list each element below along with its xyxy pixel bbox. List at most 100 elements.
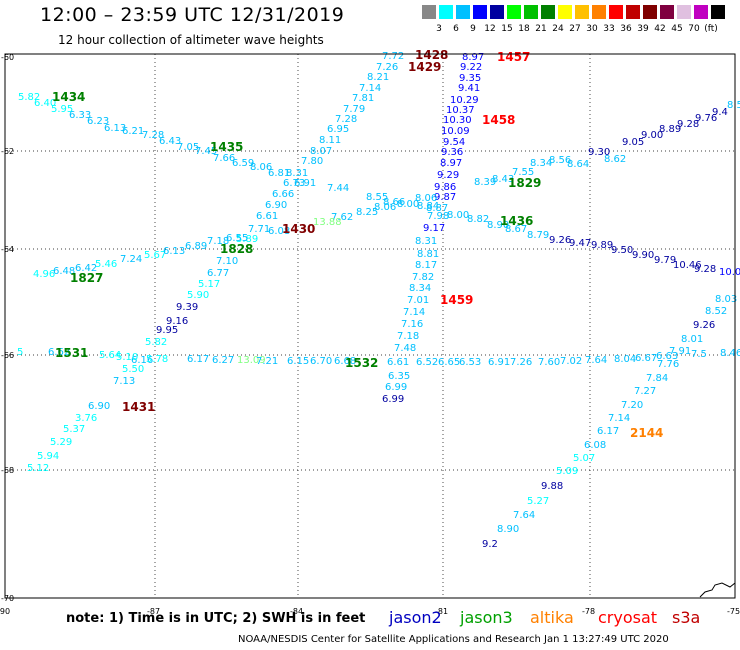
wave-height-value: 9.35	[459, 73, 481, 84]
latitude-label: -60	[1, 53, 14, 62]
wave-height-value: 5.67	[144, 250, 166, 261]
scale-swatch	[711, 5, 725, 19]
scale-label: 45	[671, 24, 683, 34]
wave-height-value: 7.72	[382, 51, 404, 62]
scale-swatch	[609, 5, 623, 19]
wave-height-value: 7.26	[376, 62, 398, 73]
scale-swatch	[575, 5, 589, 19]
wave-height-value: 9.50	[611, 245, 633, 256]
wave-height-value: 6.70	[310, 356, 332, 367]
wave-height-value: 3.76	[75, 413, 97, 424]
wave-height-value: 6.73	[283, 178, 305, 189]
wave-height-value: 6.40	[34, 98, 56, 109]
wave-height-value: 6.95	[327, 124, 349, 135]
wave-height-value: 6.52	[416, 357, 438, 368]
wave-height-value: 8.06	[250, 162, 272, 173]
scale-label: 27	[569, 24, 581, 34]
wave-height-value: 6.63	[656, 351, 678, 362]
scale-swatch	[490, 5, 504, 19]
wave-height-value: 4.96	[33, 269, 55, 280]
wave-height-value: 6.42	[75, 263, 97, 274]
wave-height-value: 7.82	[412, 272, 434, 283]
coastline	[699, 581, 736, 598]
wave-height-value: 7.21	[256, 356, 278, 367]
wave-height-value: 7.80	[301, 156, 323, 167]
scale-swatch	[694, 5, 708, 19]
wave-height-value: 9.86	[434, 182, 456, 193]
wave-height-value: 8.00	[397, 199, 419, 210]
longitude-label: -90	[0, 607, 10, 616]
wave-height-value: 9.26	[549, 235, 571, 246]
wave-height-value: 7.14	[403, 307, 425, 318]
wave-height-value: 5.82	[145, 337, 167, 348]
wave-height-value: 8.90	[487, 220, 509, 231]
wave-height-value: 8.34	[409, 283, 431, 294]
wave-height-value: 7.28	[335, 114, 357, 125]
wave-height-value: 8.52	[705, 306, 727, 317]
wave-height-value: 8.31	[415, 236, 437, 247]
wave-height-value: 5.89	[236, 234, 258, 245]
wave-height-value: 5.64	[99, 350, 121, 361]
longitude-label: -87	[147, 607, 160, 616]
legend-item: cryosat	[598, 608, 658, 627]
wave-height-value: 5	[17, 347, 23, 358]
wave-height-value: 6.67	[635, 353, 657, 364]
pass-label: 1459	[440, 293, 473, 307]
wave-height-value: 7.66	[213, 153, 235, 164]
wave-height-value: 6.27	[212, 355, 234, 366]
pass-label: 2144	[630, 426, 663, 440]
wave-height-value: 7.60	[538, 357, 560, 368]
wave-height-value: 9.00	[641, 130, 663, 141]
wave-height-value: 9.39	[176, 302, 198, 313]
longitude-label: -81	[435, 607, 448, 616]
pass-label: 1434	[52, 90, 85, 104]
pass-label: 1457	[497, 50, 530, 64]
wave-height-value: 5.37	[63, 424, 85, 435]
wave-height-value: 9.22	[460, 62, 482, 73]
wave-height-value: 5.82	[18, 92, 40, 103]
wave-height-value: 6.08	[268, 226, 290, 237]
wave-height-value: 8.21	[367, 72, 389, 83]
pass-label: 1828	[220, 242, 253, 256]
wave-height-value: 6.13	[104, 123, 126, 134]
wave-height-value: 6.81	[268, 168, 290, 179]
wave-height-value: 9.76	[695, 113, 717, 124]
scale-swatch	[456, 5, 470, 19]
pass-label: 1531	[55, 346, 88, 360]
wave-height-value: 9.26	[693, 320, 715, 331]
wave-height-value: 9.90	[632, 250, 654, 261]
latitude-label: -66	[1, 351, 14, 360]
pass-label: 1436	[500, 214, 533, 228]
scale-label: 70	[688, 24, 700, 34]
map-subtitle: 12 hour collection of altimeter wave hei…	[58, 33, 324, 47]
wave-height-value: 7.13	[113, 376, 135, 387]
wave-height-value: 7.18	[207, 236, 229, 247]
scale-label: 12	[484, 24, 496, 34]
wave-height-value: 6.08	[584, 440, 606, 451]
wave-height-value: 8.43	[492, 174, 514, 185]
scale-label: 3	[436, 24, 442, 34]
wave-height-value: 6.21	[122, 126, 144, 137]
wave-height-value: 8.34	[530, 158, 552, 169]
scale-label: 42	[654, 24, 666, 34]
wave-height-value: 6.33	[69, 110, 91, 121]
wave-height-value: 9.2	[482, 539, 498, 550]
wave-height-value: 8.64	[567, 159, 589, 170]
wave-height-value: 6.16	[131, 355, 153, 366]
legend-item: jason3	[460, 608, 513, 627]
wave-height-value: 7.91	[669, 346, 691, 357]
scale-label: 15	[501, 24, 513, 34]
scale-swatch	[677, 5, 691, 19]
wave-height-value: 8.79	[527, 230, 549, 241]
wave-height-value: 9.17	[423, 223, 445, 234]
latitude-label: -64	[1, 245, 14, 254]
wave-height-value: 8.31	[286, 168, 308, 179]
scale-label: (ft)	[704, 24, 718, 34]
wave-height-value: 6.53	[459, 357, 481, 368]
scale-label: 9	[470, 24, 476, 34]
wave-height-value: 7.79	[343, 104, 365, 115]
scale-label: 24	[552, 24, 564, 34]
scale-swatch	[439, 5, 453, 19]
wave-height-value: 9.54	[443, 137, 465, 148]
wave-height-value: 7.02	[560, 356, 582, 367]
